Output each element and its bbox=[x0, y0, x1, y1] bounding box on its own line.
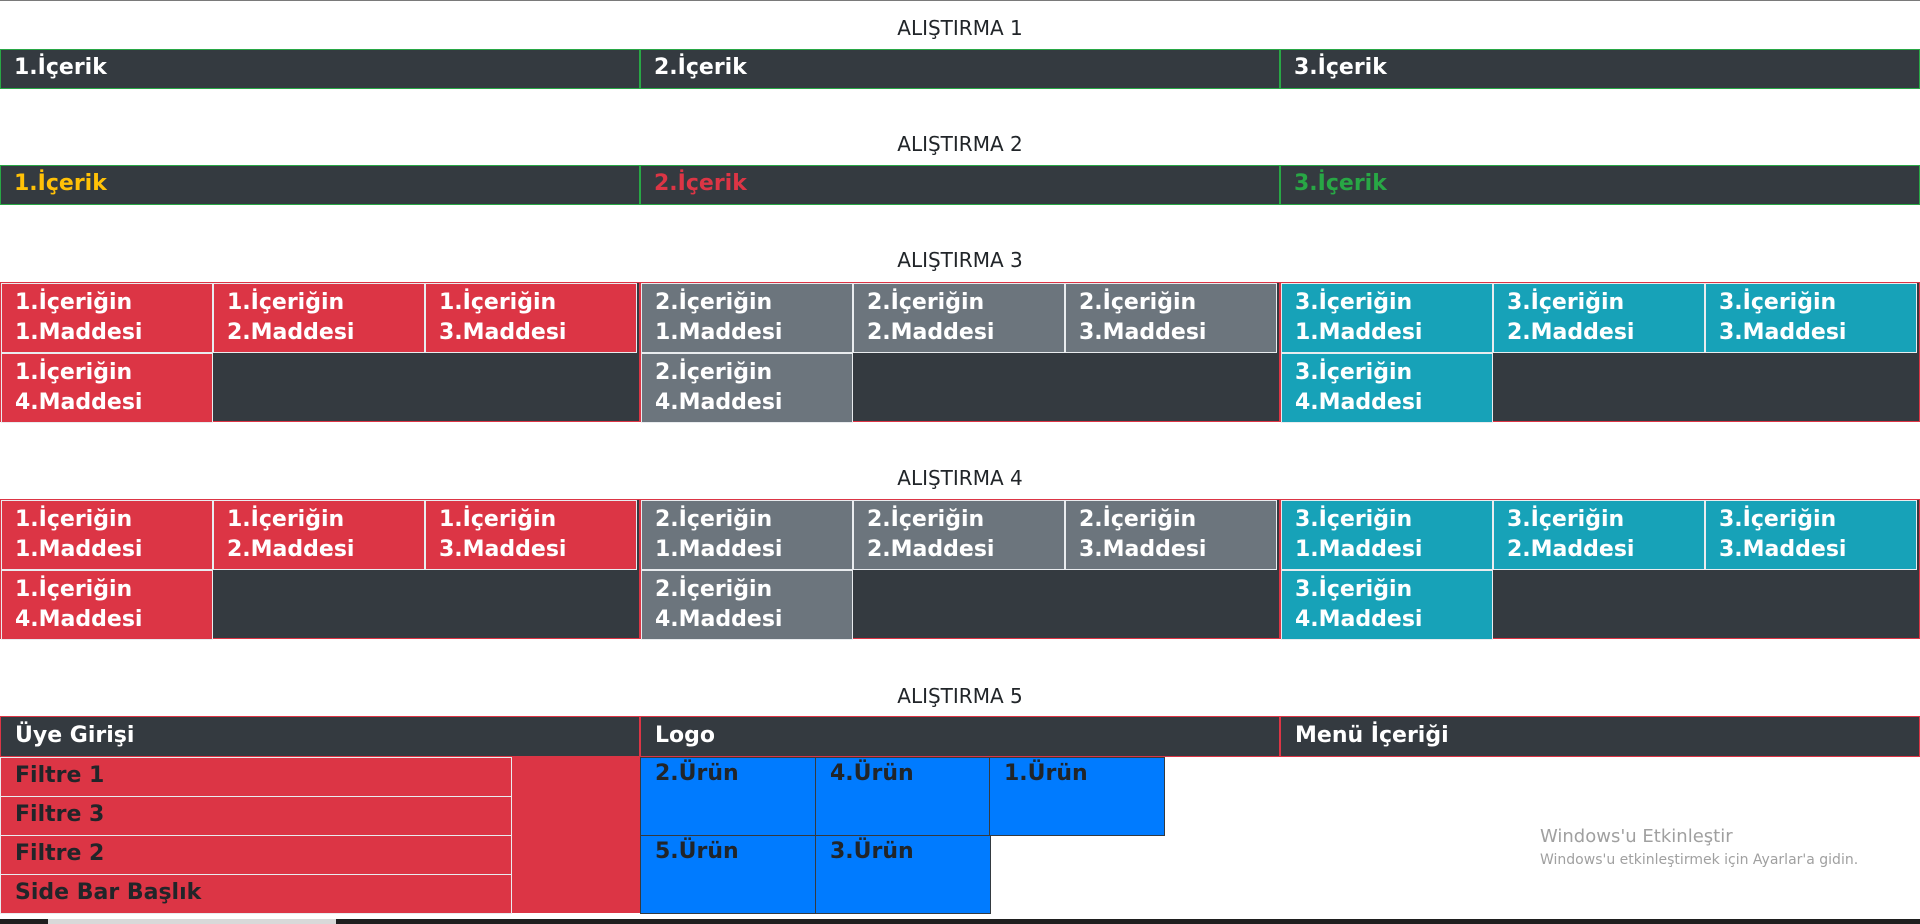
exercise-1-row: 1.İçerik 2.İçerik 3.İçerik bbox=[0, 49, 1920, 89]
filter-3: Filtre 3 bbox=[0, 796, 512, 836]
exercise-4-title: ALIŞTIRMA 4 bbox=[897, 466, 1023, 490]
member-login-header: Üye Girişi bbox=[0, 716, 640, 757]
content-item: 3.İçeriğin 4.Maddesi bbox=[1281, 570, 1493, 640]
content-item: 3.İçeriğin 3.Maddesi bbox=[1705, 500, 1917, 570]
filter-1: Filtre 1 bbox=[0, 757, 512, 797]
sidebar-title: Side Bar Başlık bbox=[0, 874, 512, 914]
content-item: 2.İçeriğin 2.Maddesi bbox=[853, 283, 1065, 353]
content-item: 3.İçeriğin 1.Maddesi bbox=[1281, 283, 1493, 353]
exercise-3-title: ALIŞTIRMA 3 bbox=[897, 248, 1023, 272]
content-group-1: 1.İçeriğin 1.Maddesi 1.İçeriğin 2.Maddesi… bbox=[0, 282, 640, 423]
content-item: 3.İçeriğin 1.Maddesi bbox=[1281, 500, 1493, 570]
content-group-2: 2.İçeriğin 1.Maddesi 2.İçeriğin 2.Maddesi… bbox=[640, 499, 1280, 640]
content-group-3: 3.İçeriğin 1.Maddesi 3.İçeriğin 2.Maddesi… bbox=[1280, 499, 1920, 640]
product-card: 5.Ürün bbox=[640, 835, 816, 914]
exercise-1-title: ALIŞTIRMA 1 bbox=[897, 16, 1023, 40]
content-item: 1.İçeriğin 4.Maddesi bbox=[1, 570, 213, 640]
content-item: 1.İçeriğin 1.Maddesi bbox=[1, 283, 213, 353]
content-group-1: 1.İçeriğin 1.Maddesi 1.İçeriğin 2.Maddesi… bbox=[0, 499, 640, 640]
taskbar bbox=[0, 919, 1920, 924]
exercise-1-cell-3: 3.İçerik bbox=[1280, 49, 1920, 89]
taskbar-active-item[interactable] bbox=[48, 919, 336, 924]
content-item: 2.İçeriğin 4.Maddesi bbox=[641, 353, 853, 423]
product-card: 2.Ürün bbox=[640, 757, 816, 836]
product-card: 1.Ürün bbox=[989, 757, 1165, 836]
product-card: 4.Ürün bbox=[815, 757, 991, 836]
content-item: 1.İçeriğin 3.Maddesi bbox=[425, 283, 637, 353]
content-item: 2.İçeriğin 1.Maddesi bbox=[641, 500, 853, 570]
content-group-2: 2.İçeriğin 1.Maddesi 2.İçeriğin 2.Maddesi… bbox=[640, 282, 1280, 423]
content-item: 1.İçeriğin 4.Maddesi bbox=[1, 353, 213, 423]
exercise-2-cell-3: 3.İçerik bbox=[1280, 165, 1920, 205]
content-group-3: 3.İçeriğin 1.Maddesi 3.İçeriğin 2.Maddesi… bbox=[1280, 282, 1920, 423]
filter-2: Filtre 2 bbox=[0, 835, 512, 875]
content-item: 1.İçeriğin 3.Maddesi bbox=[425, 500, 637, 570]
content-item: 3.İçeriğin 2.Maddesi bbox=[1493, 283, 1705, 353]
exercise-2-cell-1: 1.İçerik bbox=[0, 165, 640, 205]
exercise-5-title: ALIŞTIRMA 5 bbox=[897, 684, 1023, 708]
content-item: 3.İçeriğin 4.Maddesi bbox=[1281, 353, 1493, 423]
content-item: 1.İçeriğin 2.Maddesi bbox=[213, 283, 425, 353]
exercise-2-cell-2: 2.İçerik bbox=[640, 165, 1280, 205]
content-item: 3.İçeriğin 3.Maddesi bbox=[1705, 283, 1917, 353]
content-item: 2.İçeriğin 3.Maddesi bbox=[1065, 283, 1277, 353]
activation-watermark-title: Windows'u Etkinleştir bbox=[1540, 826, 1733, 847]
content-item: 3.İçeriğin 2.Maddesi bbox=[1493, 500, 1705, 570]
content-item: 1.İçeriğin 1.Maddesi bbox=[1, 500, 213, 570]
menu-content-header: Menü İçeriği bbox=[1280, 716, 1920, 757]
content-item: 2.İçeriğin 3.Maddesi bbox=[1065, 500, 1277, 570]
sidebar-fill bbox=[512, 757, 640, 913]
exercise-1-cell-2: 2.İçerik bbox=[640, 49, 1280, 89]
content-item: 2.İçeriğin 4.Maddesi bbox=[641, 570, 853, 640]
exercise-2-row: 1.İçerik 2.İçerik 3.İçerik bbox=[0, 165, 1920, 205]
exercise-2-title: ALIŞTIRMA 2 bbox=[897, 132, 1023, 156]
product-card: 3.Ürün bbox=[815, 835, 991, 914]
activation-watermark-subtitle: Windows'u etkinleştirmek için Ayarlar'a … bbox=[1540, 852, 1859, 868]
content-item: 1.İçeriğin 2.Maddesi bbox=[213, 500, 425, 570]
content-item: 2.İçeriğin 2.Maddesi bbox=[853, 500, 1065, 570]
logo-header: Logo bbox=[640, 716, 1280, 757]
exercise-1-cell-1: 1.İçerik bbox=[0, 49, 640, 89]
content-item: 2.İçeriğin 1.Maddesi bbox=[641, 283, 853, 353]
